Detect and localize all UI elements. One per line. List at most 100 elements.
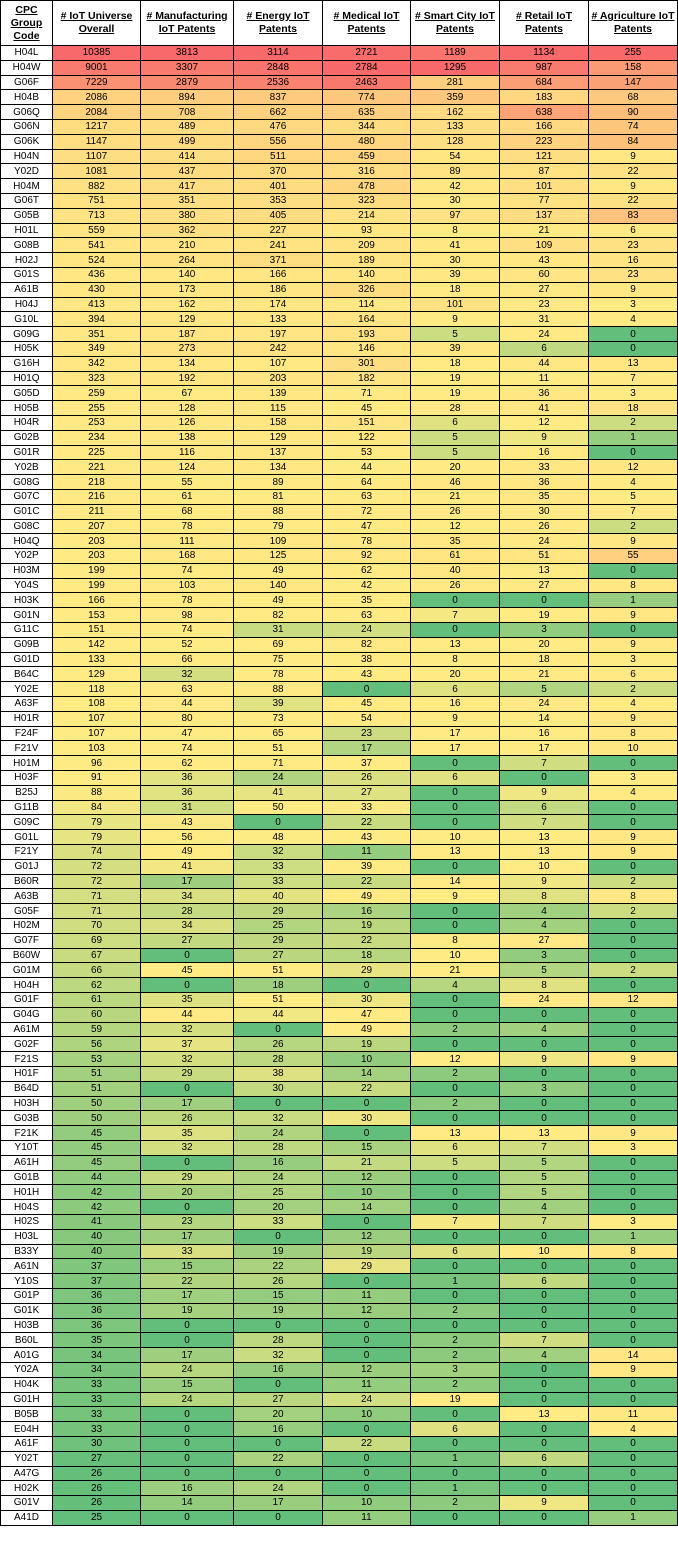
cell-retail: 0 bbox=[499, 1228, 589, 1245]
cell-overall: 153 bbox=[52, 607, 141, 624]
cell-medical: 37 bbox=[322, 755, 411, 772]
cell-energy: 662 bbox=[233, 104, 323, 120]
cell-agriculture: 1 bbox=[588, 1228, 678, 1245]
cell-overall: 51 bbox=[52, 1065, 141, 1082]
cell-cpc-code: G08B bbox=[0, 237, 53, 254]
cell-agriculture: 9 bbox=[588, 829, 678, 846]
cell-manufacturing: 16 bbox=[140, 1480, 234, 1497]
cell-manufacturing: 162 bbox=[140, 296, 234, 313]
cell-medical: 93 bbox=[322, 222, 411, 239]
cell-energy: 27 bbox=[233, 1391, 323, 1408]
cell-agriculture: 0 bbox=[588, 1169, 678, 1186]
cell-cpc-code: Y02A bbox=[0, 1361, 53, 1378]
table-row: B33Y 40 33 19 19 6 10 8 bbox=[0, 1243, 678, 1260]
cell-energy: 27 bbox=[233, 947, 323, 964]
cell-agriculture: 0 bbox=[588, 1036, 678, 1053]
table-row: F21K 45 35 24 0 13 13 9 bbox=[0, 1125, 678, 1141]
cell-agriculture: 0 bbox=[588, 1465, 678, 1482]
table-row: A61M 59 32 0 49 2 4 0 bbox=[0, 1021, 678, 1038]
cell-overall: 33 bbox=[52, 1376, 141, 1393]
table-row: H05B 255 128 115 45 28 41 18 bbox=[0, 400, 678, 416]
table-row: Y10T 45 32 28 15 6 7 3 bbox=[0, 1139, 678, 1156]
cell-medical: 42 bbox=[322, 577, 411, 594]
cell-overall: 42 bbox=[52, 1184, 141, 1201]
cell-smart-city: 128 bbox=[410, 133, 500, 150]
cell-retail: 9 bbox=[499, 429, 589, 446]
cell-agriculture: 0 bbox=[588, 1021, 678, 1038]
cell-manufacturing: 17 bbox=[140, 1095, 234, 1112]
cell-medical: 62 bbox=[322, 562, 411, 579]
cell-retail: 24 bbox=[499, 326, 589, 342]
cell-energy: 16 bbox=[233, 1361, 323, 1378]
cell-retail: 13 bbox=[499, 844, 589, 860]
cell-agriculture: 0 bbox=[588, 326, 678, 342]
cell-retail: 8 bbox=[499, 977, 589, 993]
cell-manufacturing: 414 bbox=[140, 148, 234, 165]
cell-smart-city: 4 bbox=[410, 977, 500, 993]
cell-smart-city: 0 bbox=[410, 1036, 500, 1053]
cell-overall: 1217 bbox=[52, 118, 141, 135]
cell-manufacturing: 62 bbox=[140, 755, 234, 772]
cell-energy: 49 bbox=[233, 592, 323, 609]
cell-manufacturing: 0 bbox=[140, 1421, 234, 1437]
cell-agriculture: 11 bbox=[588, 1406, 678, 1423]
cell-cpc-code: G09B bbox=[0, 636, 53, 653]
cell-medical: 11 bbox=[322, 1376, 411, 1393]
cell-agriculture: 0 bbox=[588, 1435, 678, 1452]
cell-smart-city: 0 bbox=[410, 1509, 500, 1526]
cell-agriculture: 0 bbox=[588, 622, 678, 638]
cell-agriculture: 74 bbox=[588, 118, 678, 135]
cell-agriculture: 3 bbox=[588, 651, 678, 668]
cell-smart-city: 39 bbox=[410, 266, 500, 283]
cell-medical: 39 bbox=[322, 858, 411, 875]
cell-cpc-code: H02M bbox=[0, 918, 53, 934]
cell-overall: 216 bbox=[52, 488, 141, 505]
cell-manufacturing: 351 bbox=[140, 192, 234, 209]
cell-medical: 30 bbox=[322, 1110, 411, 1127]
cell-smart-city: 8 bbox=[410, 651, 500, 668]
cell-cpc-code: Y02B bbox=[0, 459, 53, 476]
cell-retail: 3 bbox=[499, 622, 589, 638]
cell-smart-city: 28 bbox=[410, 400, 500, 416]
cell-energy: 24 bbox=[233, 770, 323, 786]
cell-agriculture: 23 bbox=[588, 237, 678, 254]
cell-medical: 19 bbox=[322, 918, 411, 934]
header-retail: # Retail IoT Patents bbox=[499, 0, 589, 46]
cell-energy: 174 bbox=[233, 296, 323, 313]
cell-retail: 27 bbox=[499, 932, 589, 949]
cell-medical: 21 bbox=[322, 1154, 411, 1171]
cell-cpc-code: B05B bbox=[0, 1406, 53, 1423]
cell-manufacturing: 32 bbox=[140, 666, 234, 683]
table-row: G01M 66 45 51 29 21 5 2 bbox=[0, 962, 678, 979]
cell-medical: 146 bbox=[322, 340, 411, 357]
cell-energy: 24 bbox=[233, 1169, 323, 1186]
cell-cpc-code: B25J bbox=[0, 784, 53, 801]
cell-manufacturing: 24 bbox=[140, 1361, 234, 1378]
cell-cpc-code: G16H bbox=[0, 355, 53, 372]
cell-smart-city: 20 bbox=[410, 666, 500, 683]
cell-overall: 61 bbox=[52, 992, 141, 1008]
cell-smart-city: 9 bbox=[410, 888, 500, 905]
cell-retail: 17 bbox=[499, 740, 589, 757]
cell-energy: 370 bbox=[233, 163, 323, 180]
table-row: G01D 133 66 75 38 8 18 3 bbox=[0, 651, 678, 668]
cell-manufacturing: 187 bbox=[140, 326, 234, 342]
cell-retail: 9 bbox=[499, 1495, 589, 1511]
cell-medical: 0 bbox=[322, 1450, 411, 1467]
cell-overall: 133 bbox=[52, 651, 141, 668]
cell-agriculture: 4 bbox=[588, 474, 678, 490]
cell-energy: 476 bbox=[233, 118, 323, 135]
cell-medical: 29 bbox=[322, 962, 411, 979]
cell-medical: 12 bbox=[322, 1361, 411, 1378]
cell-medical: 2463 bbox=[322, 74, 411, 91]
cell-manufacturing: 67 bbox=[140, 385, 234, 402]
cell-medical: 0 bbox=[322, 1465, 411, 1482]
cell-manufacturing: 66 bbox=[140, 651, 234, 668]
cell-smart-city: 2 bbox=[410, 1332, 500, 1349]
cell-smart-city: 5 bbox=[410, 444, 500, 461]
cell-manufacturing: 173 bbox=[140, 281, 234, 298]
cell-smart-city: 13 bbox=[410, 1125, 500, 1141]
cell-energy: 22 bbox=[233, 1450, 323, 1467]
cell-overall: 79 bbox=[52, 814, 141, 831]
cell-smart-city: 17 bbox=[410, 740, 500, 757]
